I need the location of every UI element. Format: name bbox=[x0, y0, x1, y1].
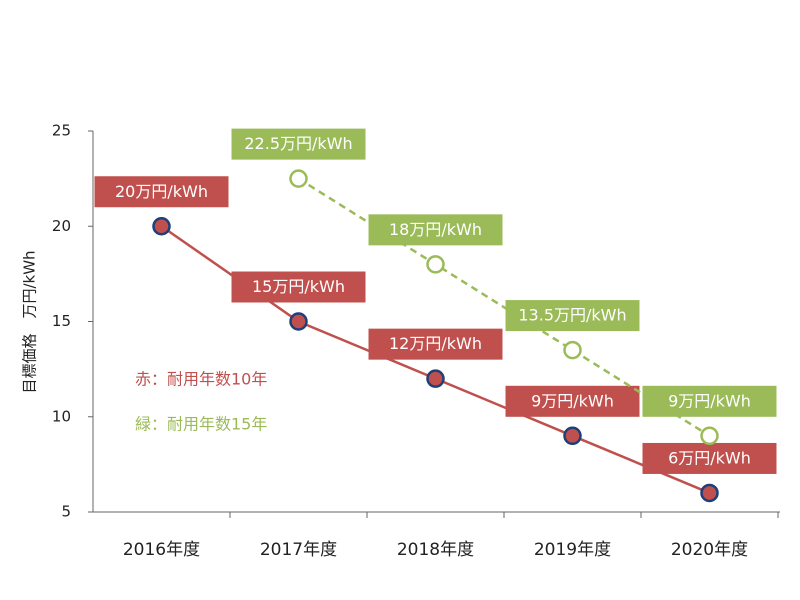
point bbox=[152, 217, 171, 236]
label-box bbox=[368, 328, 503, 360]
point bbox=[289, 169, 308, 188]
value-label: 15万円/kWh bbox=[252, 277, 345, 296]
label-box bbox=[94, 176, 229, 208]
value-label: 9万円/kWh bbox=[531, 391, 614, 410]
point bbox=[289, 312, 308, 331]
y-tick-label: 25 bbox=[52, 122, 71, 140]
x-tick-label: 2017年度 bbox=[260, 540, 337, 560]
value-label: 18万円/kWh bbox=[389, 220, 482, 239]
point bbox=[700, 483, 719, 503]
value-label: 9万円/kWh bbox=[668, 391, 751, 410]
series-line bbox=[297, 177, 711, 437]
point bbox=[426, 369, 445, 388]
label-box bbox=[505, 300, 640, 332]
label-box bbox=[505, 385, 640, 417]
point bbox=[563, 426, 582, 446]
value-label: 22.5万円/kWh bbox=[244, 134, 352, 153]
value-label: 13.5万円/kWh bbox=[518, 306, 626, 325]
y-tick-label: 15 bbox=[52, 312, 71, 330]
y-tick-label: 10 bbox=[52, 407, 71, 425]
value-label: 12万円/kWh bbox=[389, 334, 482, 353]
x-tick-label: 2020年度 bbox=[671, 540, 748, 560]
point bbox=[700, 426, 719, 446]
y-tick-label: 20 bbox=[52, 217, 71, 235]
legend-entry: 赤：耐用年数10年 bbox=[135, 370, 267, 389]
x-tick-label: 2018年度 bbox=[397, 540, 474, 560]
x-tick-label: 2016年度 bbox=[123, 540, 200, 560]
value-label: 20万円/kWh bbox=[115, 182, 208, 201]
y-axis-label: 目標価格 万円/kWh bbox=[21, 250, 39, 393]
y-tick-label: 5 bbox=[61, 503, 71, 521]
x-tick-label: 2019年度 bbox=[534, 540, 611, 560]
point bbox=[563, 340, 582, 360]
label-box bbox=[642, 442, 777, 474]
label-box bbox=[231, 128, 366, 160]
point bbox=[426, 255, 445, 274]
legend-entry: 緑：耐用年数15年 bbox=[135, 415, 267, 434]
value-label: 6万円/kWh bbox=[668, 448, 751, 467]
label-box bbox=[368, 214, 503, 246]
label-box bbox=[642, 385, 777, 417]
label-box bbox=[231, 271, 366, 303]
